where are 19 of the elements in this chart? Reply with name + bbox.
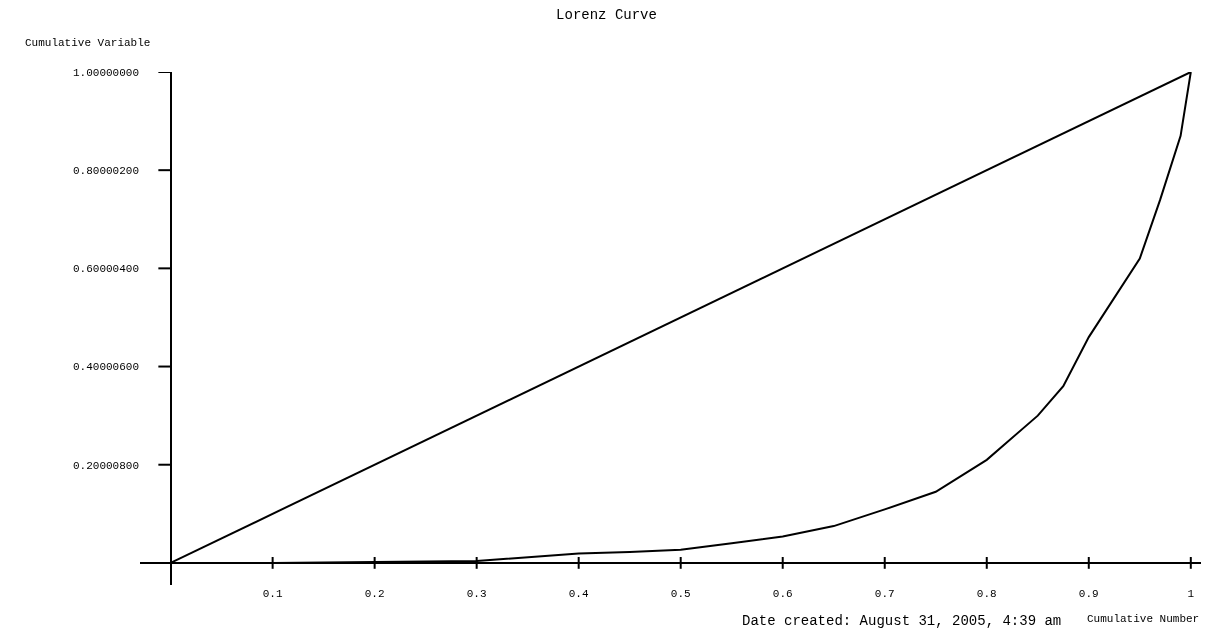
x-tick-label: 0.8 <box>976 588 997 600</box>
x-tick-label: 0.2 <box>364 588 385 600</box>
x-axis-title: Cumulative Number <box>1087 613 1200 625</box>
x-tick-label: 0.4 <box>568 588 589 600</box>
x-tick-label: 0.7 <box>874 588 895 600</box>
y-tick-label: 0.40000600 <box>72 361 139 374</box>
x-tick-label: 0.6 <box>772 588 793 600</box>
x-tick-label: 0.9 <box>1078 588 1099 600</box>
x-tick-label: 0.3 <box>466 588 487 600</box>
y-tick-label: 1.00000000 <box>72 66 139 79</box>
y-axis-title: Cumulative Variable <box>25 37 151 49</box>
text: Date created: August 31, 2005, 4:39 am <box>742 613 1062 629</box>
x-tick-label: 0.1 <box>262 588 283 600</box>
x-tick-label: 0.5 <box>670 588 691 600</box>
chart-title: Lorenz Curve <box>556 7 657 24</box>
y-tick-label: 0.60000400 <box>72 263 139 276</box>
y-tick-label: 0.20000800 <box>72 459 139 472</box>
x-tick-label: 1 <box>1187 588 1195 600</box>
y-tick-label: 0.80000200 <box>72 165 139 178</box>
